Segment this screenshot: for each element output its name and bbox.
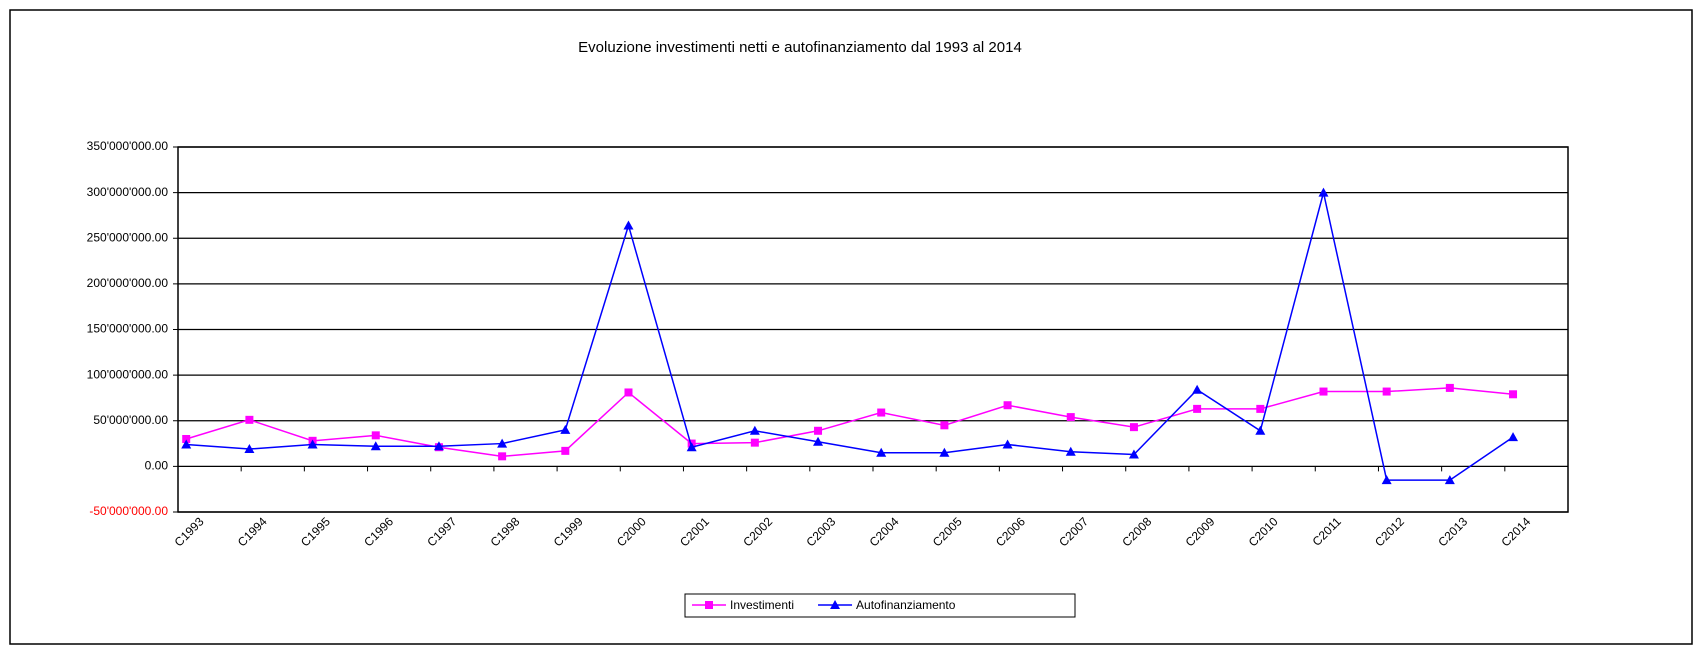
square-marker	[624, 388, 633, 397]
triangle-marker	[244, 444, 255, 454]
square-marker	[561, 446, 570, 455]
square-marker	[1066, 413, 1075, 422]
y-tick-label: 0.00	[145, 459, 169, 473]
square-marker	[245, 415, 254, 424]
y-tick-label: 250'000'000.00	[87, 230, 169, 244]
legend-box	[684, 593, 1076, 618]
triangle-marker	[749, 425, 760, 435]
triangle-marker	[1002, 439, 1013, 449]
square-marker	[877, 408, 886, 417]
triangle-marker	[813, 436, 824, 446]
triangle-marker	[1381, 475, 1392, 485]
square-marker	[1129, 423, 1138, 432]
triangle-marker	[686, 442, 697, 452]
triangle-marker	[1318, 187, 1329, 197]
square-marker	[1382, 387, 1391, 396]
square-marker	[371, 431, 380, 440]
square-marker	[1003, 401, 1012, 410]
y-tick-label: -50'000'000.00	[89, 504, 168, 518]
square-marker	[1445, 383, 1454, 392]
triangle-marker	[939, 447, 950, 457]
square-marker	[182, 435, 191, 443]
square-marker	[814, 426, 823, 435]
y-tick-label: 350'000'000.00	[87, 139, 169, 153]
square-marker	[940, 421, 949, 430]
square-marker	[1509, 390, 1518, 399]
triangle-marker	[307, 439, 318, 449]
series-line	[186, 192, 1514, 481]
chart-title: Evoluzione investimenti netti e autofina…	[578, 39, 1022, 56]
triangle-marker	[1255, 425, 1266, 435]
triangle-marker	[1508, 432, 1519, 442]
y-tick-label: 50'000'000.00	[93, 413, 168, 427]
legend-marker	[830, 600, 841, 609]
triangle-marker	[181, 439, 192, 449]
legend-label: Investimenti	[730, 598, 794, 612]
legend: Investimenti Autofinanziamento	[684, 593, 1076, 618]
triangle-marker	[560, 424, 571, 434]
square-marker	[750, 438, 759, 447]
triangle-marker	[623, 220, 634, 230]
triangle-marker	[1444, 475, 1455, 485]
y-tick-label: 200'000'000.00	[87, 276, 169, 290]
square-marker	[1193, 404, 1202, 413]
y-tick-label: 150'000'000.00	[87, 322, 169, 336]
legend-label: Autofinanziamento	[856, 598, 956, 612]
legend-marker	[705, 601, 713, 609]
y-tick-label: 100'000'000.00	[87, 367, 169, 381]
y-tick-label: 300'000'000.00	[87, 185, 169, 199]
triangle-marker	[876, 447, 887, 457]
triangle-marker	[433, 441, 444, 451]
triangle-marker	[497, 438, 508, 448]
triangle-marker	[1128, 449, 1139, 459]
square-marker	[498, 452, 507, 461]
triangle-marker	[370, 441, 381, 451]
square-marker	[1319, 387, 1328, 396]
series-line	[185, 387, 1514, 458]
triangle-marker	[1192, 384, 1203, 394]
square-marker	[1256, 404, 1265, 413]
triangle-marker	[1065, 446, 1076, 456]
